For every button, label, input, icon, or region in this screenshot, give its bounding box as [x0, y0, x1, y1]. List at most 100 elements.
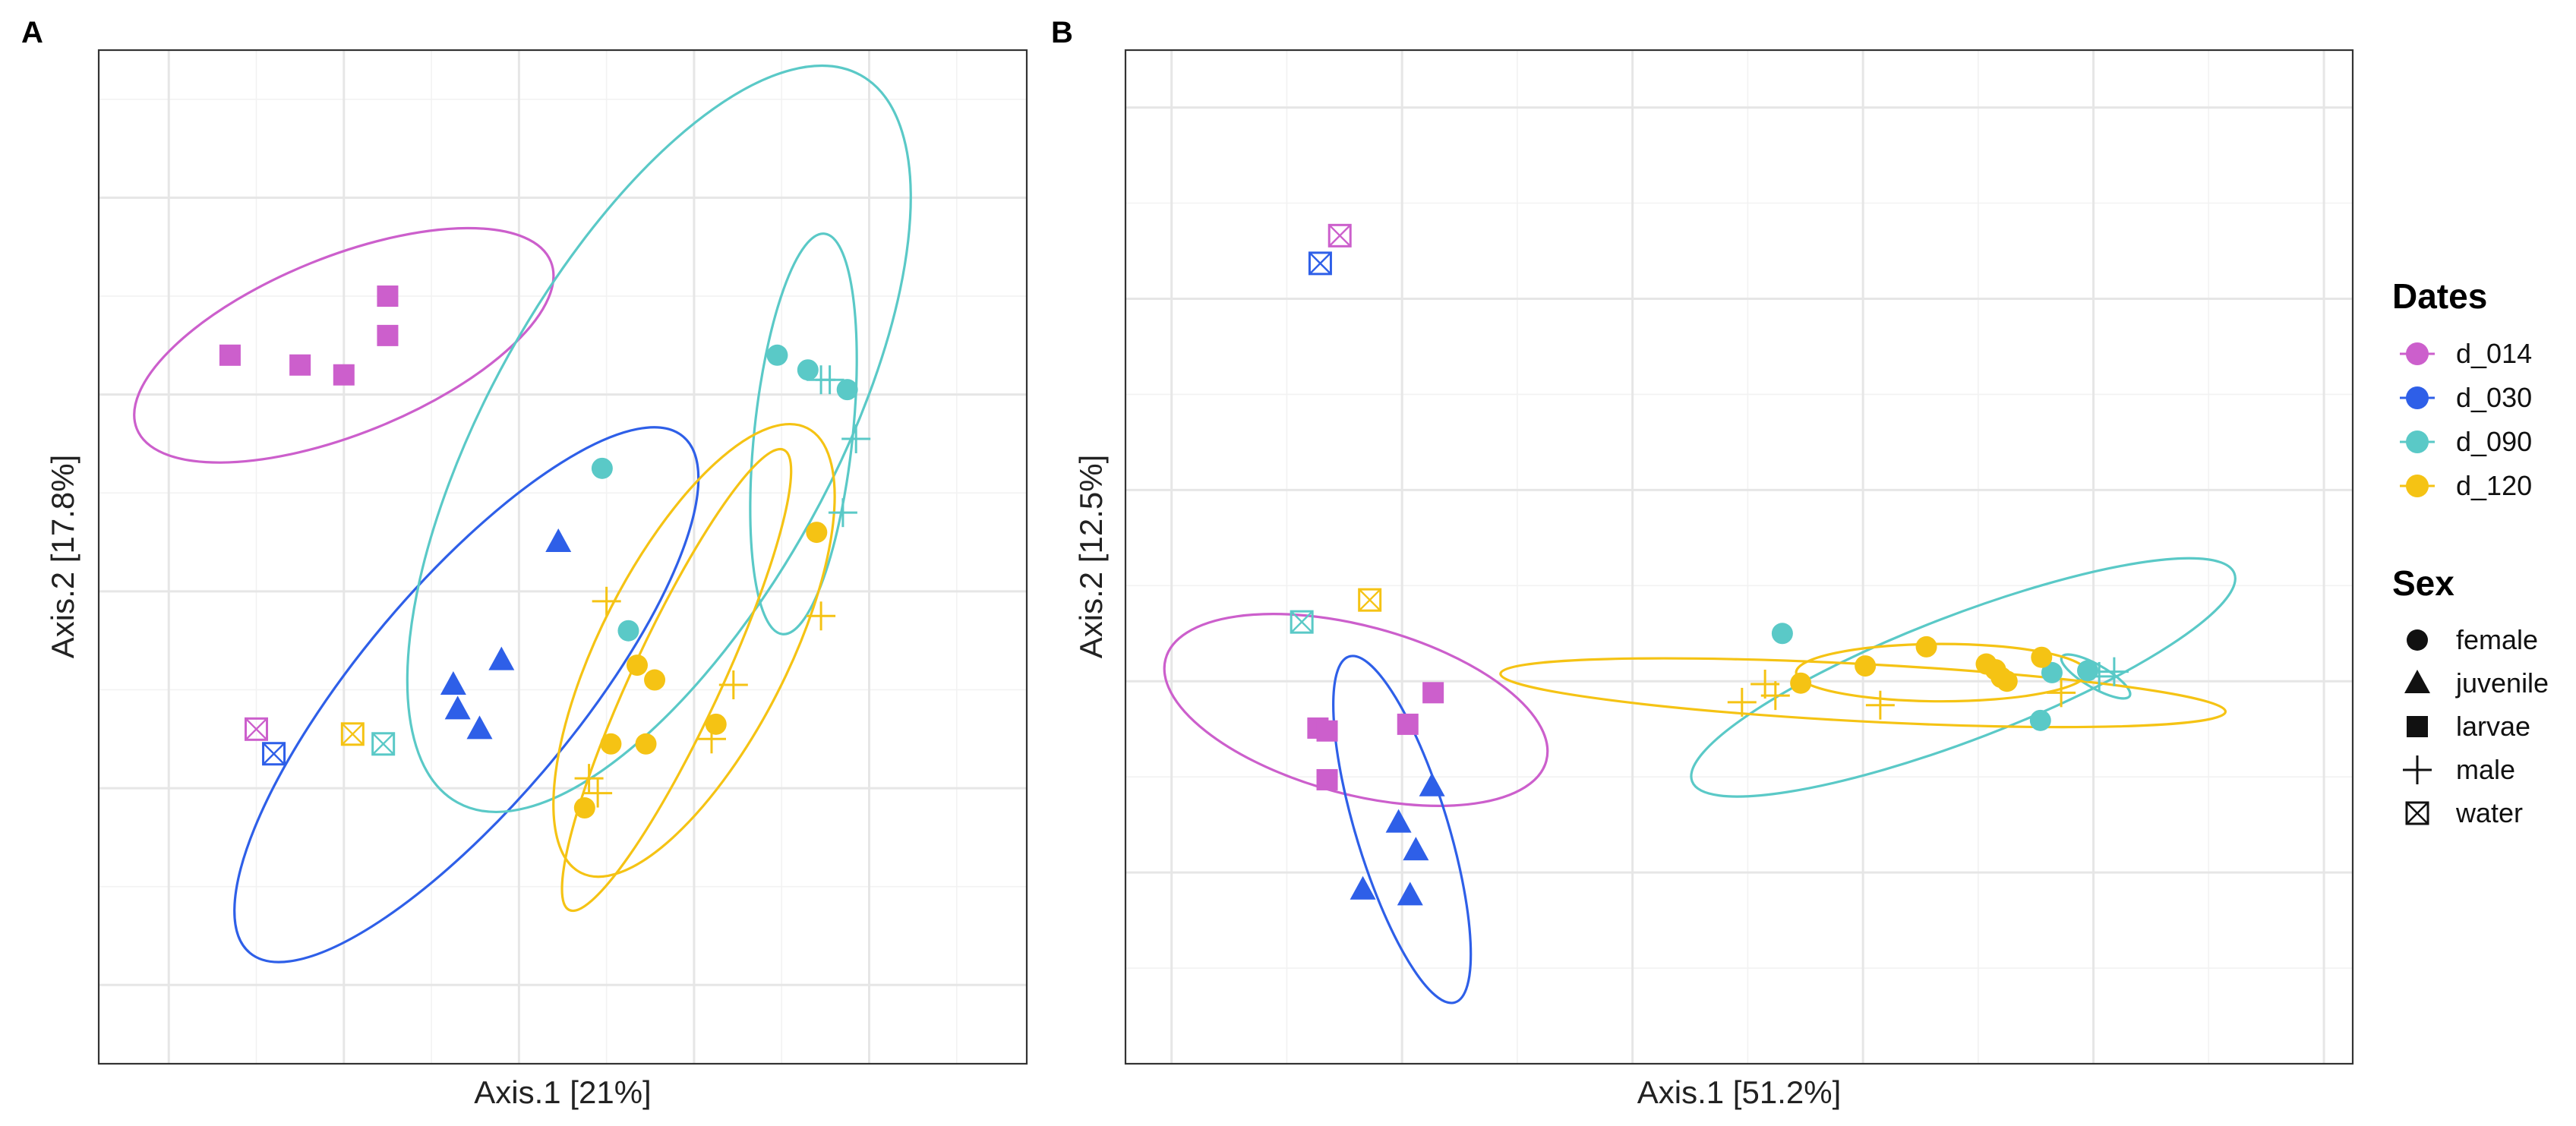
panel-a-point-d_014-larvae-0: [219, 344, 241, 366]
panel-a-point-d_090-male-20: [815, 365, 844, 395]
legend-symbol-male: [2403, 755, 2432, 784]
panel-b-point-d_014-larvae-6: [1316, 768, 1338, 790]
panel-a-point-d_120-female-23: [806, 522, 828, 544]
panel-a-point-d_090-female-16: [836, 379, 858, 401]
panel-b-label: B: [1051, 16, 1073, 49]
panel-a-y-axis-label: Axis.2 [17.8%]: [45, 455, 80, 658]
legend-label-male: male: [2456, 754, 2515, 785]
panel-b-point-d_030-juvenile-10: [1385, 809, 1412, 833]
panel-b-y-axis-label: Axis.2 [12.5%]: [1073, 455, 1109, 658]
panel-a-point-d_090-female-18: [617, 620, 639, 642]
panel-a-ellipse-d_090-2: [406, 64, 912, 813]
panel-a-point-d_030-juvenile-13: [466, 715, 493, 740]
legend-label-juvenile: juvenile: [2455, 667, 2549, 699]
legend-label-larvae: larvae: [2456, 711, 2530, 742]
legend-dates: d_014 d_030 d_090 d_120: [2400, 338, 2532, 501]
panel-a-point-d_030-juvenile-9: [545, 528, 572, 553]
panel-b-ellipse-d_014-0: [1163, 613, 1549, 807]
legend-item-water: water: [2405, 797, 2523, 828]
legend-item-d_030: d_030: [2400, 382, 2532, 413]
panel-a-point-d_030-juvenile-12: [488, 646, 515, 670]
legend-symbol-female: [2407, 629, 2428, 651]
panel-a-point-d_120-female-28: [635, 733, 657, 755]
panel-a-point-d_120-male-32: [718, 670, 748, 699]
panel-a-point-d_120-female-24: [626, 654, 648, 677]
panel-b-point-d_090-female-15: [2041, 661, 2063, 683]
panel-b-point-d_120-female-24: [2031, 646, 2053, 668]
panel-b-points: [1290, 223, 2129, 906]
legend-item-d_014: d_014: [2400, 338, 2532, 369]
panel-b-point-d_120-male-28: [1750, 670, 1780, 699]
panel-b-point-d_120-male-29: [1865, 690, 1895, 720]
panel-a-point-d_014-larvae-3: [377, 285, 399, 308]
legend-swatch-d_120: [2406, 475, 2429, 497]
panel-a-label: A: [21, 16, 43, 49]
panel-a-point-d_090-female-17: [591, 457, 613, 479]
panel-a-point-d_120-female-29: [573, 797, 595, 819]
legend-label-female: female: [2456, 624, 2538, 655]
legend-sex-title: Sex: [2392, 563, 2454, 603]
panel-b-grid: [1125, 50, 2353, 1064]
panel-b-point-d_120-female-19: [1855, 655, 1877, 677]
panel-b: B Axis.1 [51.2%] Axis.2 [12.5%]: [1051, 16, 2354, 1110]
panel-a-x-axis-label: Axis.1 [21%]: [474, 1074, 651, 1110]
panel-a-point-d_120-male-33: [696, 724, 726, 754]
panel-a-points: [219, 285, 871, 819]
legend: Dates d_014 d_030 d_090 d_120 Sex female juv…: [2392, 276, 2549, 828]
legend-label-d_120: d_120: [2456, 470, 2532, 501]
panel-b-background: [1125, 50, 2353, 1064]
legend-item-larvae: larvae: [2407, 711, 2530, 742]
panel-b-point-d_120-male-26: [1727, 687, 1757, 717]
panel-b-point-d_014-water-0: [1327, 223, 1352, 248]
panel-b-x-axis-label: Axis.1 [51.2%]: [1637, 1074, 1841, 1110]
legend-item-male: male: [2403, 754, 2515, 785]
panel-a-ellipse-d_120-4: [552, 422, 836, 878]
panel-b-point-d_120-water-3: [1358, 588, 1382, 612]
panel-a-grid: [99, 50, 1027, 1064]
panel-a-point-d_090-female-14: [766, 344, 788, 366]
legend-label-d_030: d_030: [2456, 382, 2532, 413]
panel-b-point-d_030-juvenile-11: [1403, 837, 1429, 861]
panel-b-ellipse-d_090-2: [1690, 557, 2237, 798]
panel-a-point-d_120-male-31: [807, 601, 836, 631]
panel-b-point-d_090-female-17: [2029, 709, 2051, 731]
panel-a-background: [99, 50, 1027, 1064]
panel-a-point-d_120-female-27: [600, 733, 622, 755]
legend-swatch-d_090: [2406, 431, 2429, 453]
legend-item-juvenile: juvenile: [2404, 667, 2549, 699]
legend-symbol-water: [2405, 801, 2429, 825]
panel-a-point-d_120-female-25: [644, 669, 666, 691]
panel-b-point-d_014-larvae-5: [1316, 720, 1338, 742]
panel-b-point-d_014-larvae-7: [1397, 713, 1419, 735]
panel-a-point-d_014-larvae-1: [289, 354, 311, 376]
panel-a-ellipse-d_014-0: [133, 226, 555, 464]
panel-b-point-d_090-male-32: [2099, 657, 2129, 686]
legend-item-female: female: [2407, 624, 2538, 655]
panel-b-point-d_120-female-25: [1984, 659, 2006, 681]
panel-a-point-d_030-water-6: [262, 742, 286, 766]
legend-dates-title: Dates: [2392, 276, 2487, 316]
panel-b-point-d_120-male-30: [2047, 678, 2076, 708]
panel-b-point-d_120-female-18: [1915, 636, 1937, 658]
panel-a-point-d_120-female-26: [705, 713, 727, 735]
panel-b-point-d_030-juvenile-9: [1419, 772, 1445, 796]
panel-b-frame: [1124, 49, 2354, 1065]
panel-b-point-d_030-juvenile-13: [1397, 882, 1423, 906]
legend-label-water: water: [2455, 797, 2523, 828]
legend-label-d_014: d_014: [2456, 338, 2532, 369]
legend-item-d_120: d_120: [2400, 470, 2532, 501]
panel-b-point-d_120-female-20: [1790, 672, 1812, 694]
legend-sex: female juvenile larvae male water: [2403, 624, 2549, 828]
legend-symbol-larvae: [2407, 716, 2428, 737]
panel-a-point-d_120-male-30: [592, 586, 621, 616]
panel-a-point-d_120-male-34: [574, 764, 604, 793]
panel-a-point-d_090-water-8: [371, 732, 396, 756]
legend-swatch-d_030: [2406, 386, 2429, 409]
panel-a-ellipses: [133, 64, 912, 964]
panel-a-point-d_014-water-5: [245, 717, 269, 741]
panel-b-point-d_030-water-1: [1308, 251, 1332, 276]
panel-b-point-d_030-juvenile-12: [1350, 875, 1376, 900]
legend-label-d_090: d_090: [2456, 426, 2532, 457]
panel-a-point-d_120-male-35: [583, 778, 613, 808]
